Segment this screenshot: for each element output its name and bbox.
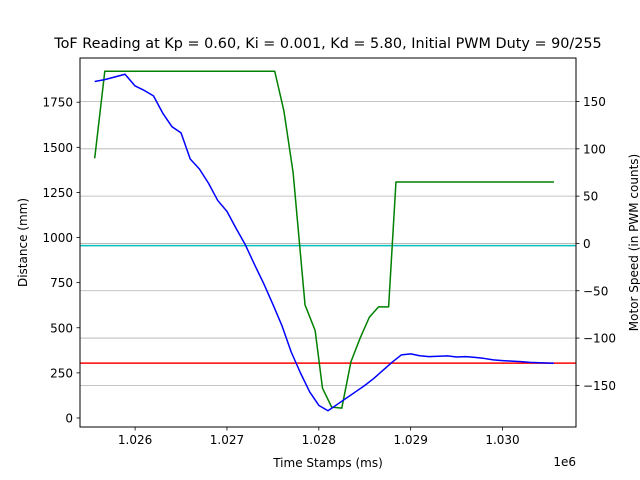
left-tick-label-7: 1750 (42, 96, 73, 110)
data-series (93, 70, 554, 412)
left-tick-label-3: 750 (50, 276, 73, 290)
left-tick-label-0: 0 (65, 411, 73, 425)
left-tick-label-5: 1250 (42, 186, 73, 200)
right-tick-label-4: 50 (583, 190, 598, 204)
right-axis-gridlines (80, 101, 576, 386)
right-tick-label-6: 150 (583, 95, 606, 109)
left-tick-label-1: 250 (50, 366, 73, 380)
reference-lines (80, 244, 576, 364)
x-axis-offset-label: 1e6 (553, 455, 576, 469)
right-tick-label-5: 100 (583, 142, 606, 156)
right-tick-label-2: −50 (583, 284, 608, 298)
distance-line (94, 73, 554, 412)
right-tick-label-0: −150 (583, 379, 616, 393)
plot-frame (79, 57, 577, 428)
left-tick-label-6: 1500 (42, 141, 73, 155)
motor-speed-line (93, 70, 554, 409)
x-tick-label-0: 1.026 (118, 433, 152, 447)
left-tick-label-4: 1000 (42, 231, 73, 245)
right-axis-ticks: −150 −100 −50 0 50 100 150 (576, 95, 616, 393)
x-axis-ticks: 1.026 1.027 1.028 1.029 1.030 (118, 427, 520, 447)
right-axis-label: Motor Speed (in PWM counts) (627, 154, 640, 331)
right-tick-label-1: −100 (583, 332, 616, 346)
x-tick-label-2: 1.028 (302, 433, 336, 447)
left-tick-label-2: 500 (50, 321, 73, 335)
plot-area-background (80, 58, 576, 427)
chart-title: ToF Reading at Kp = 0.60, Ki = 0.001, Kd… (53, 36, 601, 52)
x-tick-label-3: 1.029 (393, 433, 427, 447)
x-tick-label-4: 1.030 (485, 433, 519, 447)
x-tick-label-1: 1.027 (210, 433, 244, 447)
right-tick-label-3: 0 (583, 237, 591, 251)
left-axis-label: Distance (mm) (16, 198, 30, 287)
x-axis-label: Time Stamps (ms) (272, 456, 383, 470)
left-axis-ticks: 0 250 500 750 1000 1250 1500 1750 (42, 96, 80, 425)
